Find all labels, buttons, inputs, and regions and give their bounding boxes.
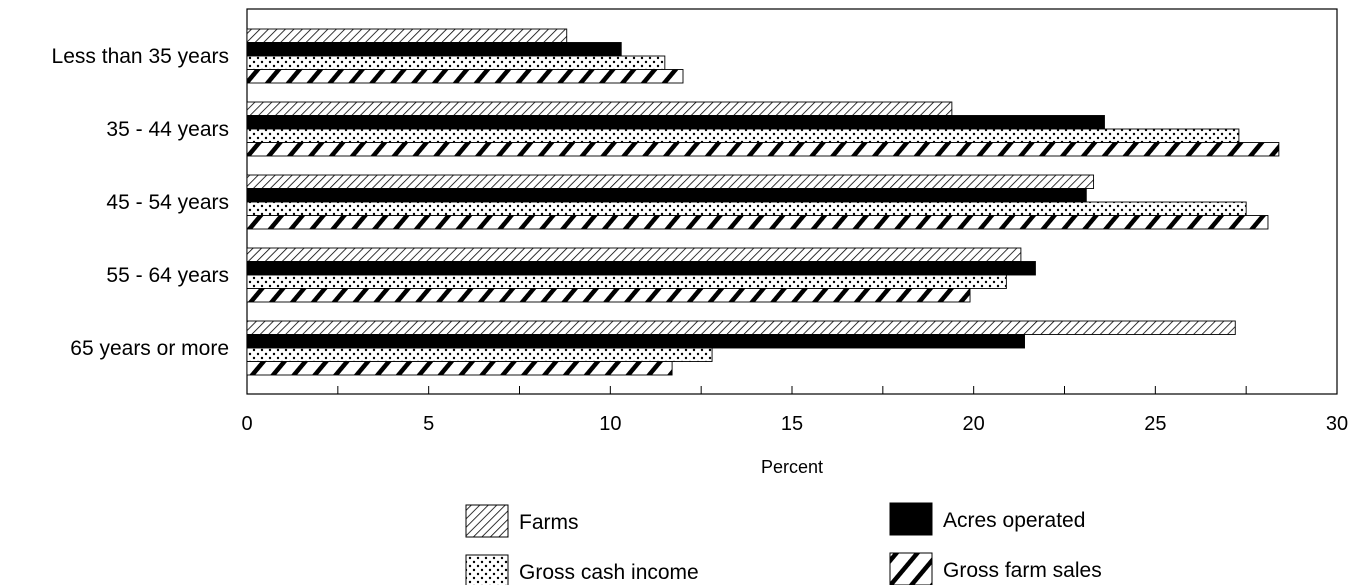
legend-label-gross-cash-income: Gross cash income bbox=[519, 561, 699, 584]
bar-farms-35-44-years bbox=[246, 101, 953, 116]
legend-swatch-acres-operated bbox=[889, 502, 933, 536]
x-tick-label: 5 bbox=[423, 413, 434, 435]
legend-swatch-gross-farm-sales bbox=[889, 552, 933, 585]
bar-farms-45-54-years bbox=[246, 174, 1095, 189]
x-tick-label: 20 bbox=[963, 413, 985, 435]
bar-gross-cash-income-55-64-years bbox=[246, 274, 1007, 289]
category-label: 35 - 44 years bbox=[106, 118, 229, 141]
bar-gross-farm-sales-less-than-35-years bbox=[246, 69, 684, 84]
bar-gross-cash-income-45-54-years bbox=[246, 201, 1247, 216]
category-label: 55 - 64 years bbox=[106, 264, 229, 287]
legend-swatch-farms bbox=[465, 504, 509, 538]
bar-gross-farm-sales-35-44-years bbox=[246, 142, 1280, 157]
bar-gross-farm-sales-55-64-years bbox=[246, 288, 971, 303]
category-label: 45 - 54 years bbox=[106, 191, 229, 214]
bar-acres-operated-less-than-35-years bbox=[246, 42, 622, 57]
bar-gross-cash-income-less-than-35-years bbox=[246, 55, 666, 70]
bar-gross-farm-sales-45-54-years bbox=[246, 215, 1269, 230]
bar-farms-less-than-35-years bbox=[246, 28, 568, 43]
bar-gross-farm-sales-65-years-or-more bbox=[246, 361, 673, 376]
x-tick-label: 0 bbox=[241, 413, 252, 435]
x-tick-label: 10 bbox=[599, 413, 621, 435]
legend-label-gross-farm-sales: Gross farm sales bbox=[943, 559, 1102, 582]
bar-acres-operated-55-64-years bbox=[246, 261, 1036, 276]
x-tick-label: 30 bbox=[1326, 413, 1348, 435]
bar-acres-operated-35-44-years bbox=[246, 115, 1105, 130]
x-tick-label: 25 bbox=[1144, 413, 1166, 435]
category-label: Less than 35 years bbox=[52, 45, 229, 68]
bar-gross-cash-income-35-44-years bbox=[246, 128, 1240, 143]
bar-farms-55-64-years bbox=[246, 247, 1022, 262]
bar-gross-cash-income-65-years-or-more bbox=[246, 347, 713, 362]
bar-acres-operated-65-years-or-more bbox=[246, 334, 1025, 349]
x-tick-label: 15 bbox=[781, 413, 803, 435]
x-axis-title: Percent bbox=[761, 457, 823, 477]
legend-swatch-gross-cash-income bbox=[465, 554, 509, 585]
legend-label-acres-operated: Acres operated bbox=[943, 509, 1085, 532]
category-label: 65 years or more bbox=[70, 337, 229, 360]
bar-farms-65-years-or-more bbox=[246, 320, 1236, 335]
bar-acres-operated-45-54-years bbox=[246, 188, 1087, 203]
legend-label-farms: Farms bbox=[519, 511, 579, 534]
